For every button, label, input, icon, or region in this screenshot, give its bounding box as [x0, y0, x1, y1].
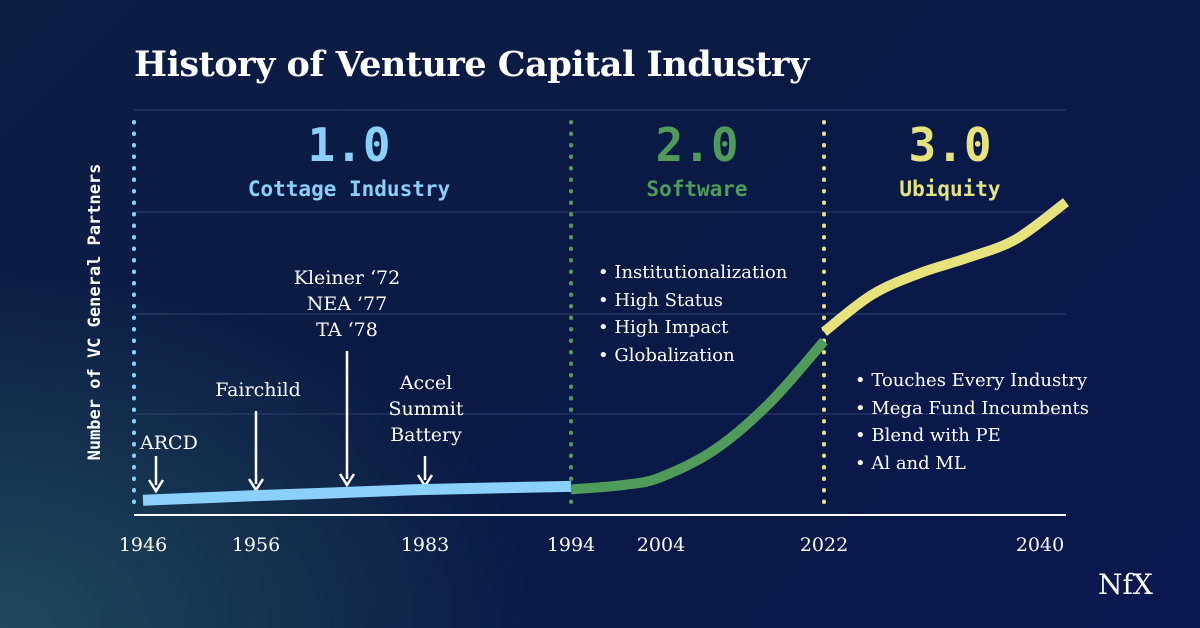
era-1-number: 1.0: [307, 118, 391, 172]
arrow-kleiner: [338, 351, 356, 488]
annotation-battery: Battery: [390, 424, 462, 446]
annotation-nea: NEA ’77: [306, 293, 388, 315]
annotation-arcd: ARCD: [140, 432, 198, 454]
series-line-3-0: [820, 198, 1070, 336]
annotation-ta: TA ‘78: [316, 319, 378, 341]
x-tick-label: 1983: [400, 534, 450, 556]
arrow-fairchild: [247, 411, 265, 493]
arrow-arcd: [147, 456, 165, 494]
era-1-name: Cottage Industry: [247, 177, 451, 201]
annotation-arrows: [147, 351, 434, 494]
list-item: Touches Every Industry: [855, 367, 1089, 395]
x-tick-label: 2022: [799, 534, 849, 556]
series-line-2-0: [570, 337, 828, 495]
x-tick-label: 1946: [118, 534, 168, 556]
series-line-1-0: [142, 480, 572, 506]
list-item: Blend with PE: [855, 422, 1089, 450]
chart-title: History of Venture Capital Industry: [134, 44, 809, 85]
era-2-header: 2.0 Software: [646, 120, 747, 204]
x-tick-label: 2004: [636, 534, 686, 556]
annotation-summit: Summit: [388, 398, 464, 420]
annotation-kleiner-group: Kleiner ‘72 NEA ’77 TA ‘78: [294, 265, 400, 343]
x-tick-label: 2040: [1015, 534, 1065, 556]
era-3-bullet-list: Touches Every Industry Mega Fund Incumbe…: [855, 367, 1089, 478]
era-2-name: Software: [646, 177, 748, 201]
era-2-number: 2.0: [655, 118, 739, 172]
list-item: Globalization: [598, 342, 787, 370]
annotation-kleiner: Kleiner ‘72: [293, 267, 401, 289]
series-lines: [142, 198, 1070, 506]
list-item: Al and ML: [855, 450, 1089, 478]
list-item: High Impact: [598, 314, 787, 342]
arrow-kleiner-head: [338, 473, 356, 488]
era-3-header: 3.0 Ubiquity: [899, 120, 1000, 204]
annotation-fairchild: Fairchild: [215, 379, 301, 401]
list-item: Institutionalization: [598, 259, 787, 287]
nfx-logo: NfX: [1098, 568, 1153, 601]
annotation-accel-group: Accel Summit Battery: [389, 370, 464, 448]
x-tick-label: 1994: [546, 534, 596, 556]
era-2-bullet-list: Institutionalization High Status High Im…: [598, 259, 787, 370]
arrow-arcd-head: [147, 479, 165, 494]
arrow-accel: [416, 456, 434, 489]
era-3-name: Ubiquity: [899, 177, 1001, 201]
list-item: Mega Fund Incumbents: [855, 395, 1089, 423]
annotation-accel: Accel: [399, 372, 453, 394]
era-1-header: 1.0 Cottage Industry: [248, 120, 450, 204]
era-boundaries: [132, 120, 826, 510]
era-3-number: 3.0: [908, 118, 992, 172]
list-item: High Status: [598, 287, 787, 315]
arrow-fairchild-head: [247, 478, 265, 493]
x-tick-label: 1956: [231, 534, 281, 556]
